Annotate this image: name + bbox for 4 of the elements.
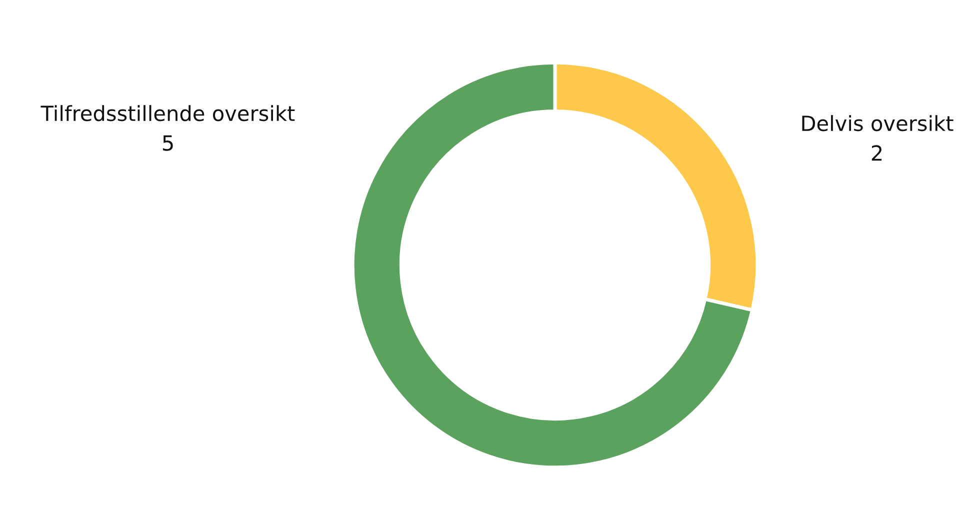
slice-label: Tilfredsstillende oversikt: [40, 105, 295, 122]
data-label: 5: [162, 135, 173, 151]
slice-label: Delvis oversikt: [802, 115, 954, 132]
data-label: 2: [872, 145, 882, 161]
